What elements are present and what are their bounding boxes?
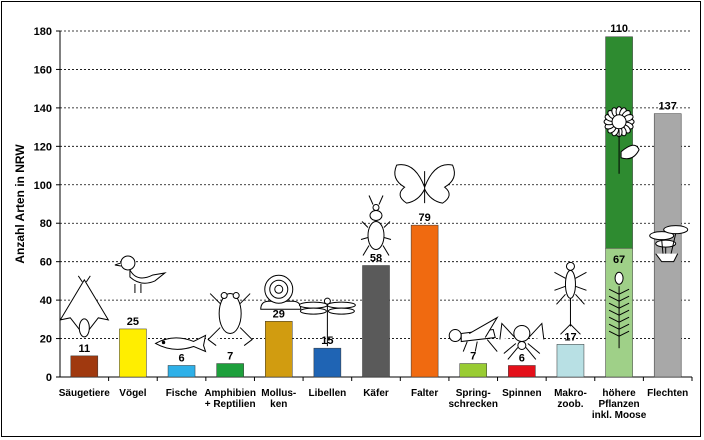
dragonfly-icon	[298, 297, 356, 347]
bar	[508, 365, 536, 378]
data-label: 67	[613, 254, 625, 266]
y-tick-label: 0	[46, 372, 52, 384]
y-tick-label: 40	[40, 295, 52, 307]
y-tick-label: 80	[40, 218, 52, 230]
spider-icon	[499, 322, 545, 360]
category-label: Fische	[166, 388, 198, 399]
bar	[265, 321, 293, 378]
category-label: Libellen	[308, 388, 346, 399]
category-label: ken	[270, 399, 287, 410]
category-label: Vögel	[119, 388, 146, 399]
grasshopper-icon	[448, 316, 499, 352]
y-tick-label: 180	[34, 26, 52, 38]
category-label: Säugetiere	[59, 388, 111, 399]
data-label: 58	[370, 253, 382, 265]
bar	[410, 224, 439, 378]
data-label: 7	[470, 351, 476, 363]
data-label: 110	[610, 23, 628, 35]
y-tick-label: 120	[34, 141, 52, 153]
data-label: 7	[227, 351, 233, 363]
data-label: 137	[659, 101, 677, 113]
data-label: 6	[519, 352, 525, 364]
category-label: + Reptilien	[205, 399, 256, 410]
snail-icon	[260, 274, 302, 310]
y-tick-label: 100	[34, 180, 52, 192]
data-label: 79	[418, 212, 430, 224]
bar	[119, 328, 147, 378]
y-tick-label: 140	[34, 103, 52, 115]
category-label: Flechten	[647, 388, 688, 399]
bar	[459, 363, 487, 378]
y-tick-label: 160	[34, 64, 52, 76]
category-label: Makro-	[554, 388, 587, 399]
data-label: 11	[78, 343, 90, 355]
frog-icon	[207, 292, 253, 346]
category-label: Käfer	[363, 388, 389, 399]
category-label: zoob.	[557, 399, 583, 410]
fish-icon	[154, 334, 207, 353]
mayfly-icon	[554, 261, 587, 335]
category-label: schrecken	[448, 399, 497, 410]
y-tick-label: 20	[40, 334, 52, 346]
bar	[362, 265, 390, 378]
category-label: Spring-	[456, 388, 491, 399]
y-axis-label: Anzahl Arten in NRW	[13, 144, 27, 264]
category-label: Mollus-	[261, 388, 296, 399]
flower-icon	[603, 106, 640, 349]
data-label: 6	[178, 352, 184, 364]
bat-icon	[59, 275, 110, 338]
data-label: 25	[127, 316, 139, 328]
bird-icon	[114, 255, 167, 293]
y-tick-label: 60	[40, 257, 52, 269]
lichen-icon	[649, 225, 689, 263]
category-label: höhere	[602, 388, 636, 399]
category-label: inkl. Moose	[592, 410, 647, 421]
category-label: Falter	[411, 388, 438, 399]
category-label: Amphibien	[204, 388, 256, 399]
bar	[313, 347, 342, 378]
bar	[70, 355, 99, 378]
category-label: Pflanzen	[599, 399, 640, 410]
data-label: 29	[273, 308, 285, 320]
butterfly-icon	[394, 164, 455, 204]
bar	[216, 363, 244, 378]
beetle-icon	[360, 195, 392, 256]
data-label: 17	[564, 331, 576, 343]
bar	[556, 344, 585, 378]
category-label: Spinnen	[502, 388, 541, 399]
bar	[167, 365, 196, 378]
